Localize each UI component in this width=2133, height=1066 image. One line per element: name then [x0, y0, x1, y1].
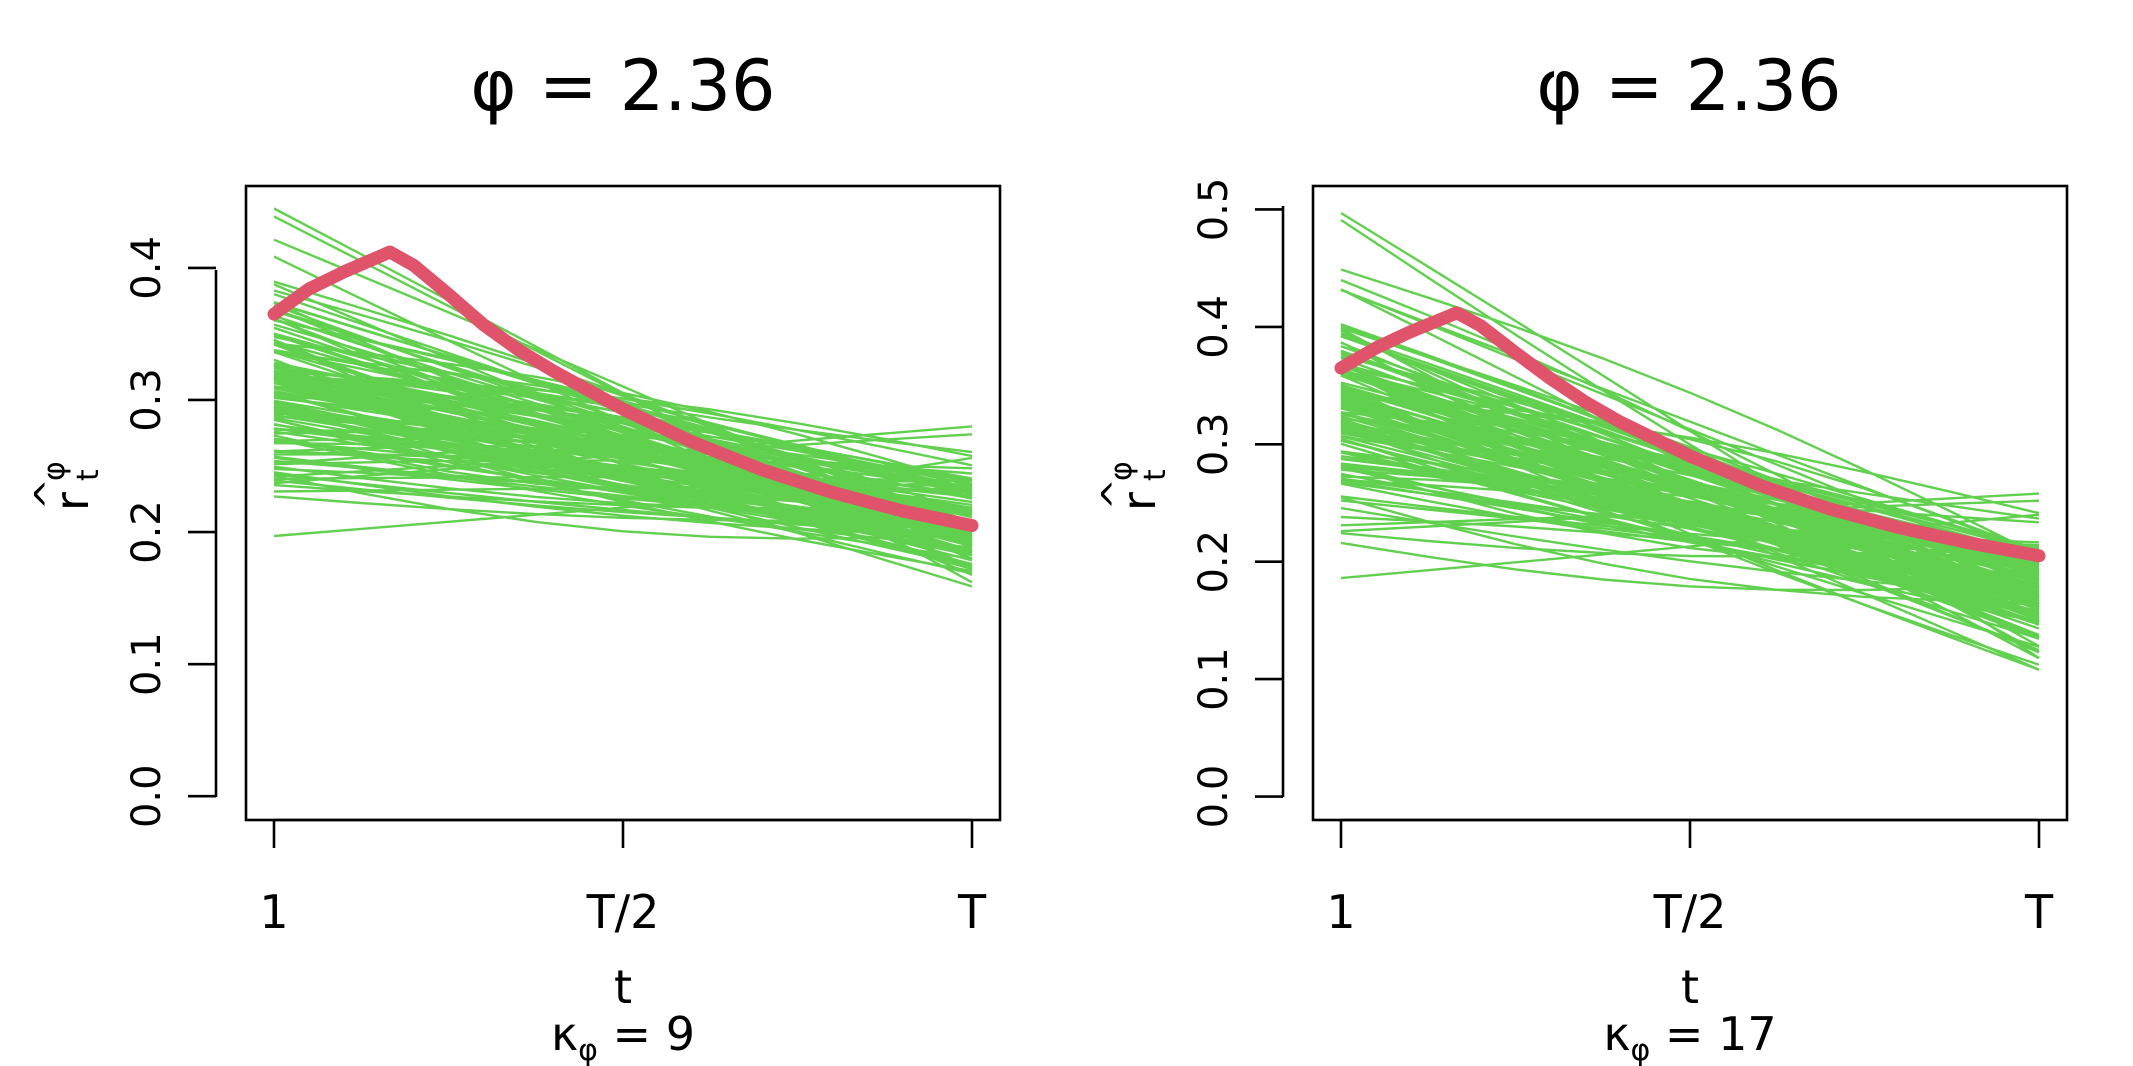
panel-1-y-label-sub: t: [71, 469, 106, 481]
panel-1-simulation-line: [273, 391, 973, 528]
panel-1-simulation-line: [273, 333, 973, 515]
panel-2-truth-line: [1334, 306, 2046, 563]
panel-1-y-label-sup: φ: [37, 461, 72, 481]
panel-1-simulation-line: [273, 382, 973, 483]
panel-2-y-label-hat: ^: [1094, 478, 1138, 510]
panel-1-y-tick-label-3: 0.3: [124, 368, 170, 432]
panel-1-simulation-line: [273, 416, 973, 488]
panel-1-simulation-line: [273, 405, 973, 573]
panel-2-x-axis-label: t: [1681, 960, 1699, 1014]
panel-1-simulation-line: [273, 375, 973, 575]
panel-2-y-tick-label-2: 0.2: [1191, 530, 1237, 594]
panel-2-simulation-line: [1340, 496, 2040, 604]
panel-1-y-tick-label-4: 0.4: [124, 236, 170, 300]
panel-1-y-tick-label-2: 0.2: [124, 500, 170, 564]
panel-2-y-tick-label-1: 0.1: [1191, 647, 1237, 711]
panel-1-x-axis-label: t: [614, 960, 632, 1014]
panel-1-x-tick-label-end: T: [957, 885, 987, 939]
panel-2-y-tick-label-5: 0.5: [1191, 178, 1237, 242]
panel-1: φ = 2.36 0.0 0.1 0.2 0.3 0.4 1 T/2 T t κφ = …: [27, 45, 1002, 1066]
panel-2-simulations: [1340, 211, 2040, 671]
panel-1-simulation-line: [273, 238, 973, 541]
panel-1-simulation-line: [273, 434, 973, 492]
panel-1-simulation-line: [273, 381, 973, 536]
panel-2-simulation-line: [1340, 482, 2040, 557]
panel-2-x-tick-label-end: T: [2024, 885, 2054, 939]
panel-2-y-tick-label-3: 0.3: [1191, 412, 1237, 476]
panel-1-y-tick-label-0: 0.0: [124, 764, 170, 828]
panel-2-simulation-line: [1340, 455, 2040, 591]
panel-2: φ = 2.36 0.0 0.1 0.2 0.3 0.4 0.5 1 T/2 T t κφ…: [1094, 45, 2069, 1066]
panel-2-simulation-line: [1340, 401, 2040, 580]
panel-1-simulation-line: [273, 474, 973, 540]
panel-1-simulation-line: [273, 370, 973, 483]
panel-1-y-tick-label-1: 0.1: [124, 632, 170, 696]
panel-1-simulation-line: [273, 479, 973, 531]
panel-1-simulation-line: [273, 409, 973, 491]
panel-1-simulation-line: [273, 342, 973, 486]
panel-2-caption: κφ = 17: [1603, 1007, 1776, 1066]
panel-1-x-tick-label-half: T/2: [586, 885, 660, 939]
panel-2-simulation-line: [1340, 393, 2040, 554]
panel-2-simulation-line: [1340, 422, 2040, 547]
panel-2-x-tick-label-1: 1: [1326, 885, 1355, 939]
panel-2-simulation-line: [1340, 388, 2040, 558]
panel-1-simulation-line: [273, 437, 973, 549]
panel-1-x-tick-label-1: 1: [259, 885, 288, 939]
panel-2-simulation-line: [1340, 478, 2040, 593]
panel-2-y-label-sub: t: [1138, 469, 1173, 481]
panel-1-y-label-base: r: [45, 492, 99, 511]
panel-2-simulation-line: [1340, 387, 2040, 608]
panel-2-y-ticks: 0.0 0.1 0.2 0.3 0.4 0.5: [1191, 178, 1283, 829]
panel-2-y-label-sup: φ: [1104, 461, 1139, 481]
panel-1-y-ticks: 0.0 0.1 0.2 0.3 0.4: [124, 236, 216, 828]
panel-1-caption: κφ = 9: [551, 1007, 695, 1066]
panel-1-truth-line: [267, 245, 979, 532]
panel-2-y-label-base: r: [1112, 492, 1166, 511]
panel-2-y-tick-label-0: 0.0: [1191, 765, 1237, 829]
panel-2-title: φ = 2.36: [1536, 45, 1841, 127]
panel-2-simulation-line: [1340, 432, 2040, 571]
panel-2-x-tick-label-half: T/2: [1653, 885, 1727, 939]
panel-1-simulation-line: [273, 473, 973, 539]
panel-1-y-axis-label: r ^ φ t: [27, 461, 106, 511]
panel-2-simulation-line: [1340, 434, 2040, 619]
panel-2-y-tick-label-4: 0.4: [1191, 295, 1237, 359]
panel-2-simulation-line: [1340, 437, 2040, 609]
panel-1-title: φ = 2.36: [470, 45, 775, 127]
panel-1-y-label-hat: ^: [27, 478, 71, 510]
panel-2-simulation-line: [1340, 349, 2040, 598]
panel-2-y-axis-label: r ^ φ t: [1094, 461, 1173, 511]
panel-1-simulation-line: [273, 283, 973, 568]
panel-1-simulation-line: [273, 380, 973, 548]
panel-1-simulation-line: [273, 376, 973, 458]
